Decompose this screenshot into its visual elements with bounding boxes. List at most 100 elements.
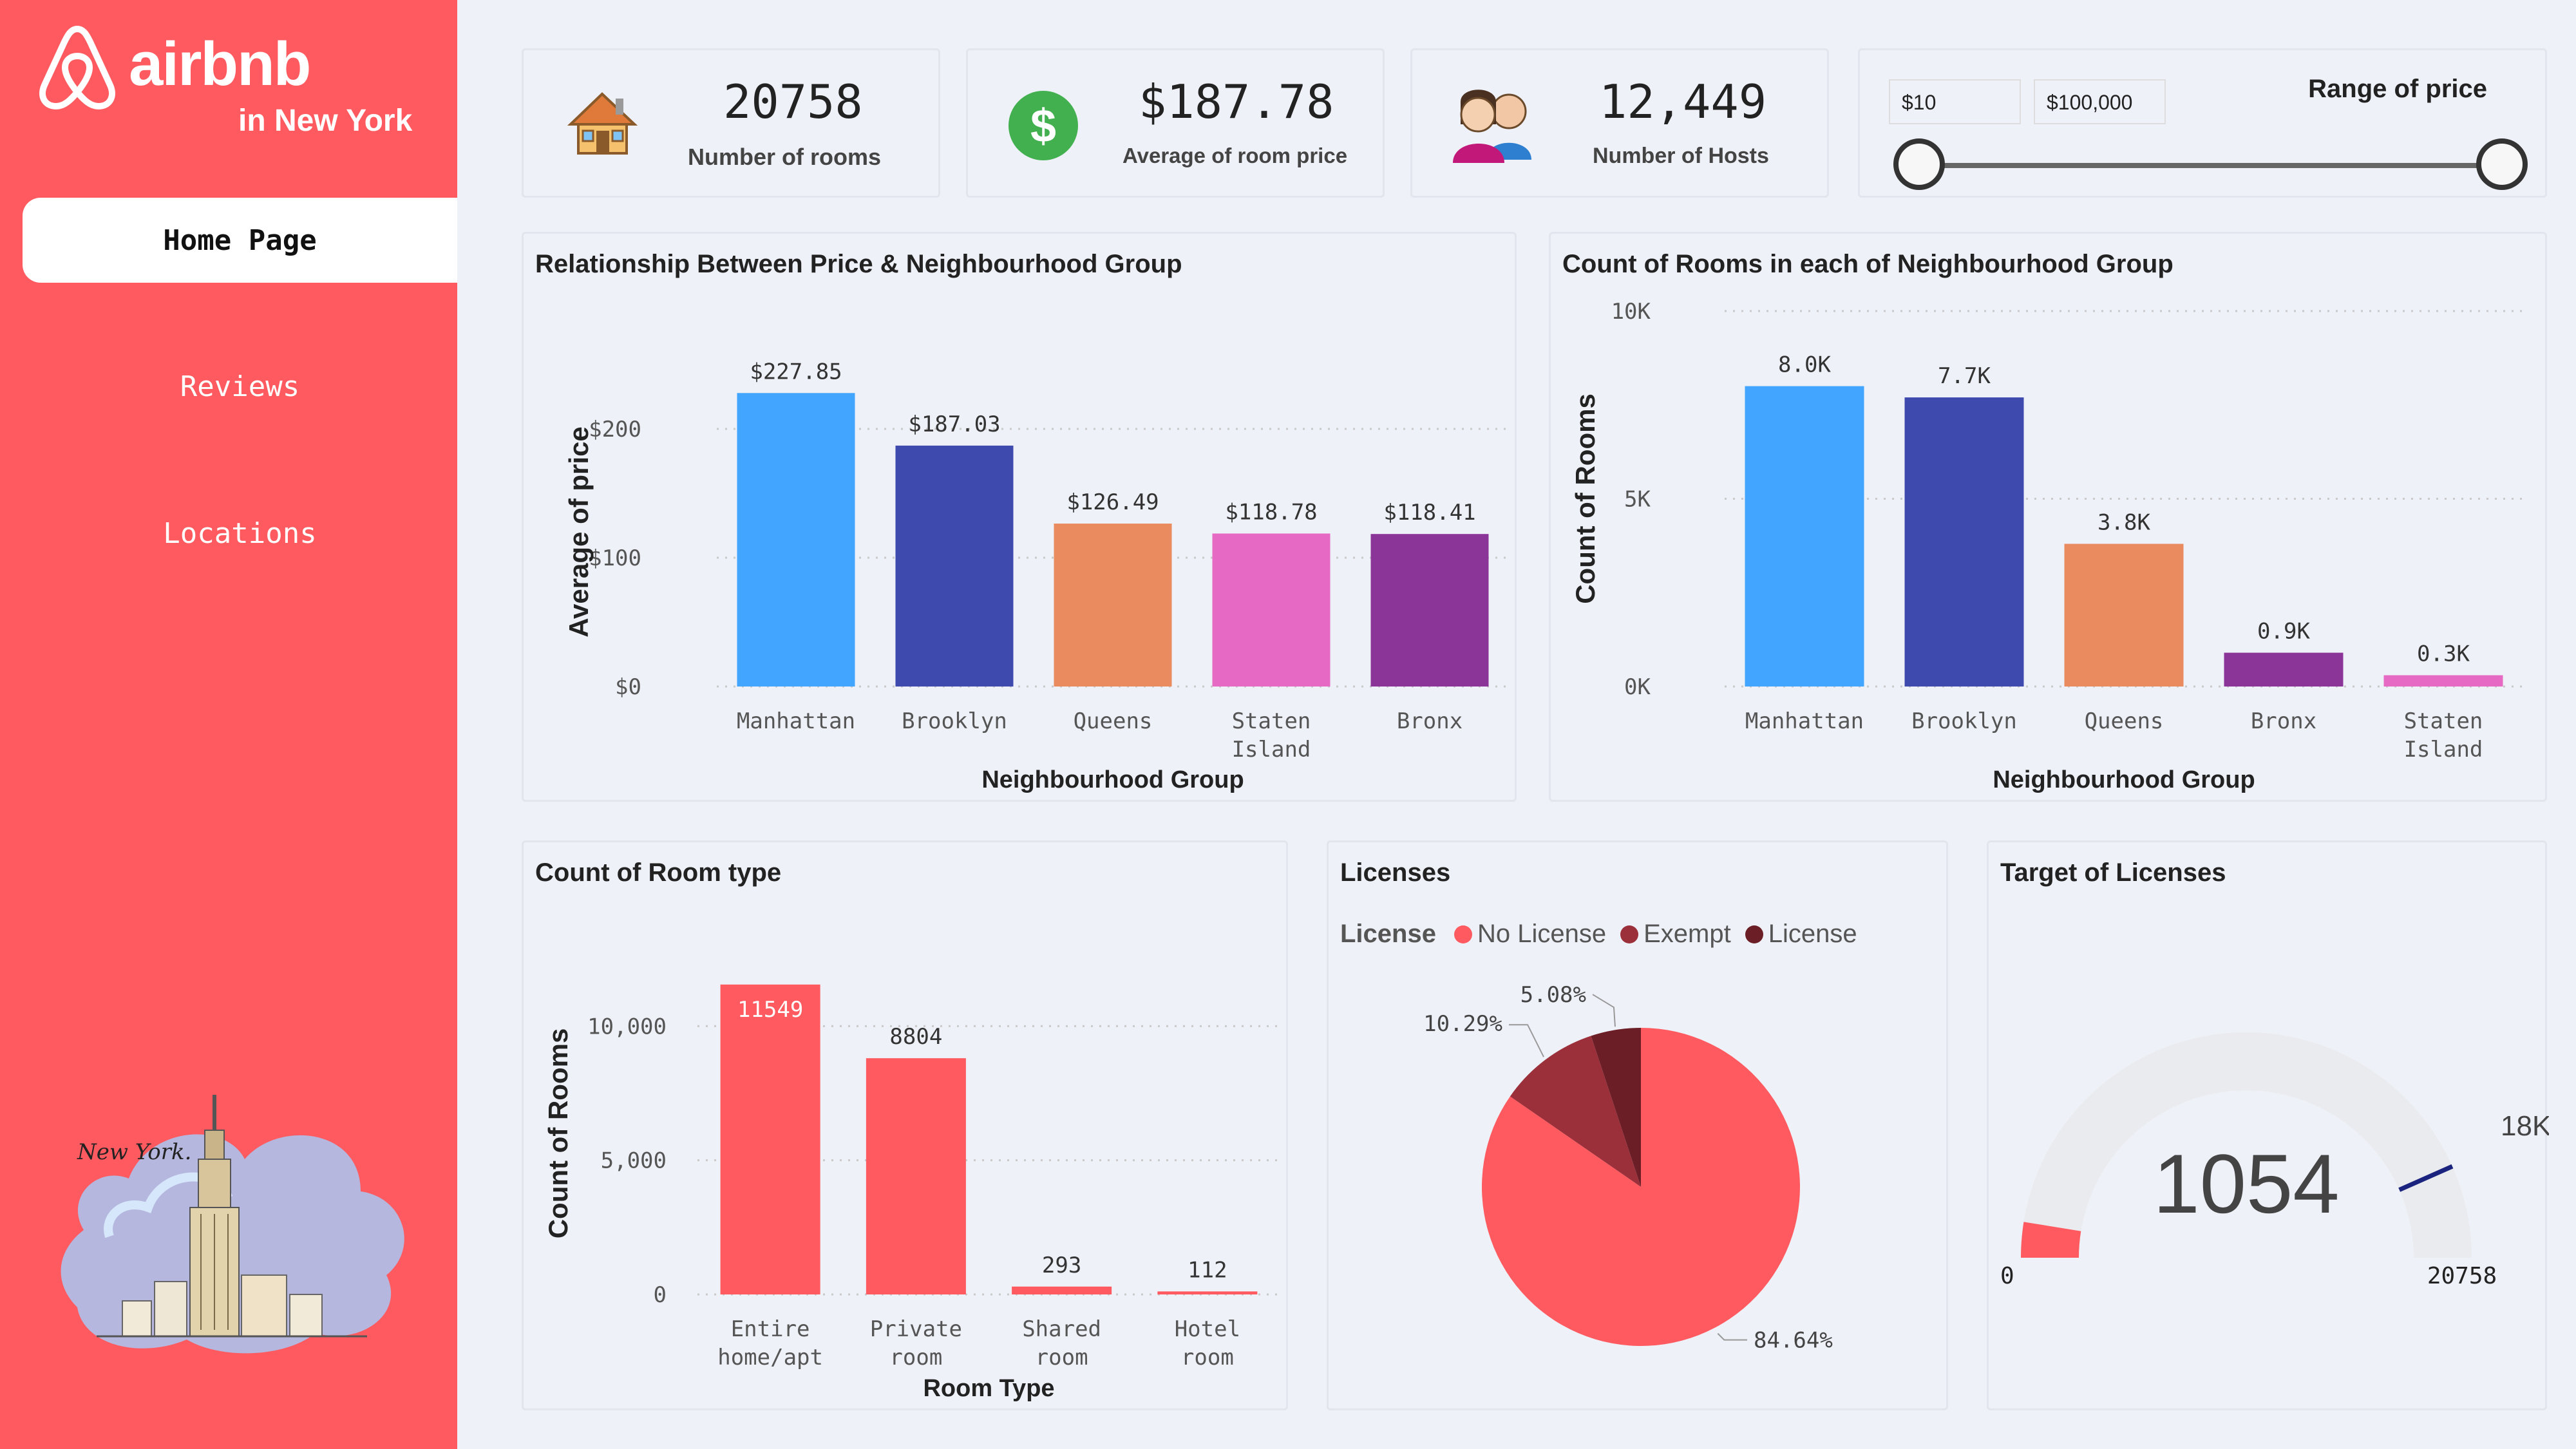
gauge-min: 0 [2000, 1263, 2014, 1289]
bar [1054, 524, 1172, 687]
dollar-icon: $ [1009, 91, 1078, 160]
brand-subtitle: in New York [238, 104, 413, 138]
chart1-title: Relationship Between Price & Neighbourho… [535, 250, 1182, 278]
bar [1012, 1286, 1112, 1294]
legend-license[interactable]: License [1768, 920, 1857, 948]
y-tick-label: 10,000 [587, 1014, 667, 1039]
data-label: 3.8K [2098, 509, 2150, 535]
sidebar: airbnb in New York Home Page Reviews Loc… [0, 0, 457, 1449]
price-range-track[interactable] [1918, 163, 2497, 168]
bar [866, 1058, 966, 1294]
kpi-avg-price-value: $187.78 [1139, 75, 1334, 129]
bar [1157, 1291, 1258, 1294]
bar [1745, 386, 1864, 687]
bar [2224, 652, 2344, 687]
x-tick-label: Entire [731, 1316, 810, 1342]
pie-data-label: 10.29% [1423, 1011, 1502, 1037]
bar [737, 393, 855, 687]
illustration-text: New York. [77, 1139, 191, 1165]
price-range-card: $10 $100,000 Range of price [1858, 48, 2547, 198]
pie-data-label: 84.64% [1754, 1328, 1833, 1354]
room-type-chart: 0 5,000 10,000 11549 Entire home/apt 8804 Priva… [543, 984, 1280, 1402]
y-tick-label: $0 [615, 674, 641, 700]
x-tick-label: Manhattan [737, 708, 855, 734]
house-icon [567, 92, 638, 155]
brand-name: airbnb [129, 30, 311, 99]
chart4-title: Licenses [1340, 858, 1451, 887]
svg-text:$: $ [1030, 100, 1056, 152]
kpi-rooms-label: Number of rooms [688, 144, 882, 170]
pie-data-label: 5.08% [1520, 982, 1586, 1008]
bar [1370, 534, 1489, 687]
price-range-min-handle[interactable] [1893, 138, 1945, 190]
nav-reviews[interactable]: Reviews [180, 370, 300, 403]
legend-exempt-marker [1620, 925, 1639, 943]
y-axis-label: Count of Rooms [543, 1028, 573, 1239]
data-label: $126.49 [1066, 489, 1159, 515]
kpi-avg-price-card: $ $187.78 Average of room price [966, 48, 1385, 198]
bar [1212, 533, 1331, 687]
data-label: 7.7K [1938, 363, 1991, 389]
y-tick-label: $200 [589, 417, 641, 442]
price-range-max-handle[interactable] [2476, 138, 2528, 190]
legend-no-license[interactable]: No License [1477, 920, 1607, 948]
gauge-target-label: 18K [2501, 1110, 2549, 1142]
data-label: 0.9K [2257, 619, 2310, 645]
chart3-title: Count of Room type [535, 858, 782, 887]
nav-locations[interactable]: Locations [163, 516, 317, 550]
gauge-max: 20758 [2427, 1263, 2497, 1289]
new-york-illustration: New York. [61, 1095, 404, 1354]
gauge-target-marker [2398, 1164, 2454, 1192]
data-label: 0.3K [2417, 641, 2470, 667]
room-type-card: Count of Room type 0 5,000 10,000 11549 Enti… [522, 840, 1288, 1410]
x-tick-label: Queens [2085, 708, 2164, 734]
x-tick-label: room [1036, 1345, 1088, 1370]
data-label: 112 [1188, 1257, 1227, 1283]
x-axis-label: Neighbourhood Group [981, 766, 1244, 793]
licenses-card: Licenses License No License Exempt Licen… [1327, 840, 1948, 1410]
x-tick-label: Hotel [1175, 1316, 1240, 1342]
kpi-hosts-card: 12,449 Number of Hosts [1410, 48, 1829, 198]
y-axis-label: Average of price [564, 426, 594, 638]
x-tick-label: Brooklyn [1911, 708, 2017, 734]
x-axis-label: Room Type [923, 1375, 1054, 1402]
airbnb-logo-icon [39, 26, 115, 109]
x-tick-label: room [1181, 1345, 1234, 1370]
x-tick-label: Staten [2404, 708, 2483, 734]
bar [2383, 675, 2503, 687]
pie-slice [1591, 1028, 1641, 1187]
data-label: 11549 [737, 997, 803, 1023]
price-range-max-input[interactable]: $100,000 [2034, 79, 2166, 124]
x-tick-label: home/apt [717, 1345, 823, 1370]
bar [720, 984, 820, 1294]
price-range-min-input[interactable]: $10 [1889, 79, 2021, 124]
licenses-legend: License No License Exempt License [1340, 920, 1857, 949]
x-tick-label: Queens [1074, 708, 1153, 734]
legend-title: License [1340, 920, 1436, 948]
rooms-neighbourhood-chart: 0K 5K 10K 8.0K Manhattan 7.7K Brooklyn 3.8K Quee… [1570, 299, 2523, 793]
licenses-pie-chart: 84.64% 10.29% 5.08% [1423, 982, 1833, 1354]
data-label: $227.85 [750, 359, 842, 384]
chart2-title: Count of Rooms in each of Neighbourhood … [1562, 250, 2174, 278]
x-tick-label: Staten [1232, 708, 1311, 734]
x-tick-label: Island [2404, 737, 2483, 762]
gauge-track [2021, 1032, 2472, 1258]
data-label: $118.78 [1225, 499, 1317, 525]
kpi-rooms-value: 20758 [723, 75, 863, 129]
pie-slice [1510, 1036, 1641, 1187]
leader-line [1509, 1024, 1544, 1057]
x-tick-label: room [889, 1345, 942, 1370]
gauge-value: 1054 [2153, 1137, 2339, 1231]
users-icon [1453, 90, 1531, 163]
y-tick-label: 0 [654, 1282, 667, 1308]
licenses-gauge: 1054 0 20758 18K [2000, 1032, 2549, 1289]
y-tick-label: 5,000 [601, 1148, 667, 1174]
nav-home-page[interactable]: Home Page [23, 198, 457, 283]
data-label: $187.03 [908, 412, 1000, 437]
legend-exempt[interactable]: Exempt [1643, 920, 1731, 948]
legend-license-marker [1745, 925, 1763, 943]
kpi-hosts-value: 12,449 [1599, 75, 1767, 129]
gauge-title: Target of Licenses [2000, 858, 2226, 887]
y-tick-label: 5K [1624, 487, 1651, 513]
leader-line [1717, 1332, 1747, 1341]
